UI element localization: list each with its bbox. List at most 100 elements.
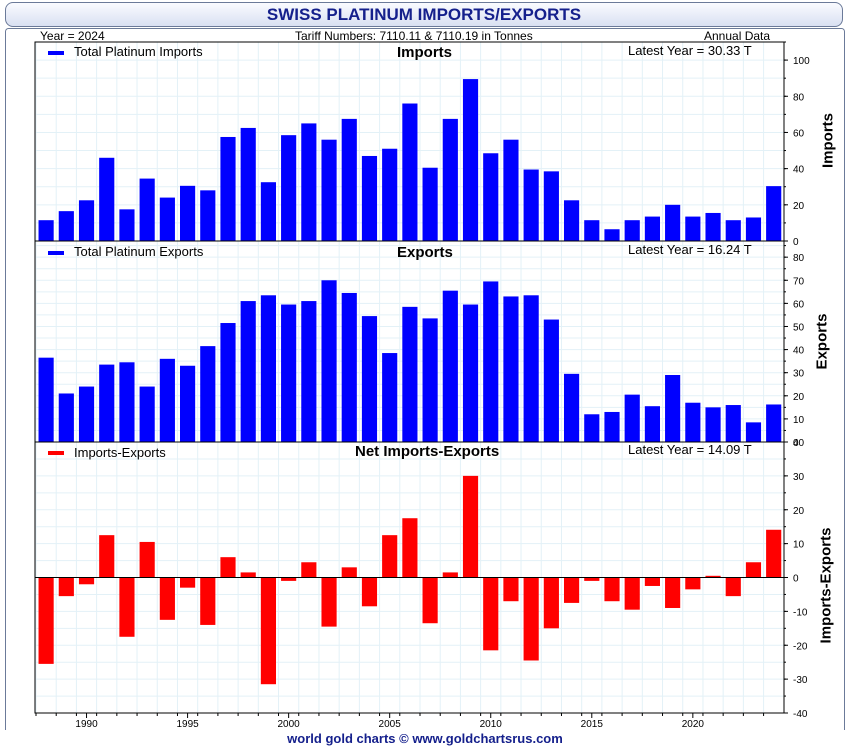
outer-frame — [5, 28, 845, 730]
exports-bar-2001 — [301, 301, 317, 442]
imports-bar-2017 — [624, 220, 640, 241]
footer-credit: world gold charts © www.goldchartsrus.co… — [287, 731, 563, 746]
net-bar-2014 — [563, 577, 580, 603]
x-axis: 1990 1995 2000 2005 2010 2015 2020 — [35, 713, 765, 730]
imports-legend-swatch — [48, 51, 64, 55]
imports-bar-2019 — [665, 204, 681, 241]
imports-bar-2021 — [705, 212, 721, 241]
net-bar-2009 — [462, 475, 479, 578]
exports-ytick-label: 30 — [793, 369, 805, 380]
imports-ytick-label: 60 — [793, 128, 805, 139]
net-bar-1997 — [220, 557, 236, 578]
imports-bar-2018 — [644, 216, 660, 241]
exports-bar-2002 — [321, 280, 337, 442]
net-bar-2007 — [422, 577, 438, 624]
net-bar-1996 — [200, 577, 216, 625]
exports-ylabel: Exports — [813, 313, 831, 370]
imports-bar-1989 — [58, 211, 74, 241]
exports-bar-2000 — [281, 304, 297, 442]
exports-ytick-label: 80 — [793, 253, 805, 264]
imports-bar-1998 — [240, 127, 256, 241]
imports-bar-2024 — [766, 186, 782, 241]
exports-ytick-label: 20 — [793, 392, 805, 403]
xtick-label: 2015 — [581, 719, 604, 730]
exports-ytick-label: 10 — [793, 415, 805, 426]
exports-bar-2017 — [624, 394, 640, 442]
imports-bar-2011 — [503, 139, 519, 241]
exports-bar-2024 — [766, 404, 782, 442]
net-ytick-label: 10 — [793, 540, 805, 551]
imports-bar-1999 — [260, 182, 276, 241]
exports-bar-1991 — [99, 364, 115, 442]
net-bar-2018 — [644, 577, 660, 586]
net-legend-swatch — [48, 451, 64, 455]
net-bar-1995 — [179, 577, 196, 588]
annual-label: Annual Data — [704, 29, 771, 43]
net-bar-1991 — [99, 535, 115, 578]
imports-bar-2001 — [301, 123, 317, 241]
net-latest: Latest Year = 14.09 T — [628, 442, 752, 457]
imports-bar-1992 — [119, 209, 135, 241]
exports-ytick-label: 60 — [793, 299, 805, 310]
imports-bar-1997 — [220, 136, 236, 241]
imports-bar-2010 — [483, 153, 499, 241]
net-bar-2011 — [503, 577, 519, 602]
net-bar-2017 — [624, 577, 640, 610]
imports-legend-label: Total Platinum Imports — [74, 44, 203, 59]
net-bar-2003 — [341, 567, 357, 578]
net-bar-2020 — [685, 577, 701, 590]
net-ytick-label: -30 — [793, 675, 808, 686]
year-label: Year = 2024 — [40, 29, 105, 43]
net-bar-2010 — [483, 577, 499, 651]
imports-bar-2003 — [341, 118, 357, 241]
net-bar-2021 — [705, 575, 721, 578]
net-ytick-label: -40 — [793, 709, 808, 720]
exports-bar-2019 — [665, 375, 681, 442]
exports-bar-1993 — [139, 386, 155, 442]
imports-bar-2005 — [382, 148, 398, 241]
exports-bar-2023 — [745, 422, 762, 442]
exports-bar-2008 — [442, 290, 458, 442]
exports-panel: 0 10 20 30 40 50 60 70 80 — [34, 240, 805, 449]
net-bar-2024 — [766, 529, 782, 578]
net-bar-2015 — [584, 577, 600, 581]
exports-bar-1988 — [38, 357, 54, 442]
imports-ytick-label: 20 — [793, 201, 805, 212]
net-bar-2012 — [523, 577, 539, 661]
net-bar-1999 — [260, 577, 276, 685]
exports-bar-2015 — [584, 414, 600, 442]
exports-bar-1995 — [179, 365, 196, 442]
imports-ylabel: Imports — [819, 113, 837, 169]
exports-bar-1992 — [119, 362, 135, 442]
exports-panel-title: Exports — [397, 244, 453, 261]
net-bar-1988 — [38, 577, 54, 664]
imports-bar-2007 — [422, 167, 438, 241]
exports-legend-label: Total Platinum Exports — [74, 244, 204, 259]
imports-bar-2022 — [725, 220, 741, 241]
imports-bar-2004 — [361, 155, 378, 241]
imports-bar-2006 — [402, 103, 418, 241]
imports-bar-2002 — [321, 139, 337, 241]
exports-bar-2016 — [604, 411, 620, 442]
imports-bar-2012 — [523, 169, 539, 241]
exports-ytick-label: 0 — [793, 438, 799, 449]
imports-bar-2008 — [442, 118, 458, 241]
exports-bar-2010 — [483, 281, 499, 442]
net-bar-2008 — [442, 572, 458, 578]
imports-bar-2023 — [745, 217, 762, 241]
exports-bar-1996 — [200, 346, 216, 442]
net-bar-1998 — [240, 572, 256, 578]
net-bar-2022 — [725, 577, 741, 597]
net-bar-2013 — [543, 577, 559, 629]
exports-bar-2013 — [543, 319, 559, 442]
exports-bar-2009 — [462, 304, 479, 442]
net-bar-2023 — [745, 562, 762, 578]
imports-bar-2016 — [604, 229, 620, 241]
exports-bar-2005 — [382, 353, 398, 442]
exports-bar-1990 — [78, 386, 95, 442]
exports-bar-2022 — [725, 405, 741, 442]
net-ytick-label: 30 — [793, 472, 805, 483]
net-bar-2019 — [665, 577, 681, 608]
xtick-label: 1990 — [75, 719, 98, 730]
